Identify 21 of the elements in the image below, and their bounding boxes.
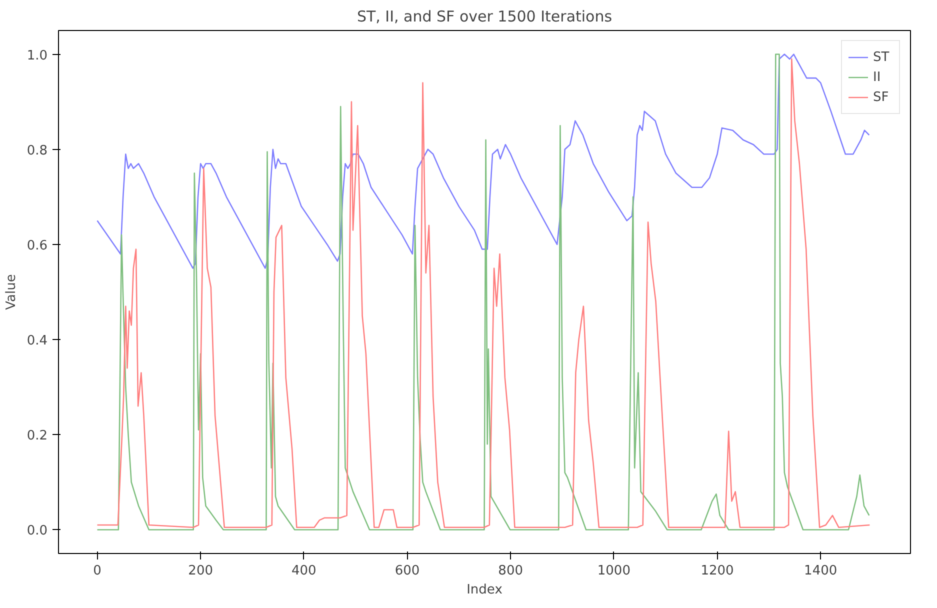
y-tick-label: 0.2 — [26, 428, 48, 444]
x-tick-label: 200 — [188, 564, 214, 578]
line-series — [96, 54, 870, 269]
y-tick-label: 0.4 — [26, 334, 48, 349]
legend-label: II — [873, 70, 882, 84]
x-tick-label: 1000 — [597, 564, 630, 578]
x-tick-label: 1200 — [700, 564, 734, 578]
x-axis-title: Index — [466, 582, 503, 598]
legend-label: ST — [873, 50, 890, 64]
x-tick-label: 600 — [394, 564, 420, 578]
y-tick-label: 0.8 — [26, 143, 48, 158]
x-tick-label: 400 — [292, 564, 316, 578]
y-tick-label: 0.0 — [26, 524, 48, 539]
y-axis-title: Value — [4, 274, 19, 310]
y-tick-label: 0.6 — [26, 238, 48, 254]
legend-label: SF — [873, 90, 890, 104]
x-tick-label: 0 — [93, 564, 102, 578]
x-tick-label: 1400 — [804, 564, 838, 578]
x-tick-label: 800 — [498, 564, 524, 578]
y-tick-label: 1.0 — [26, 48, 48, 64]
chart-title: ST, II, and SF over 1500 Iterations — [356, 8, 612, 26]
